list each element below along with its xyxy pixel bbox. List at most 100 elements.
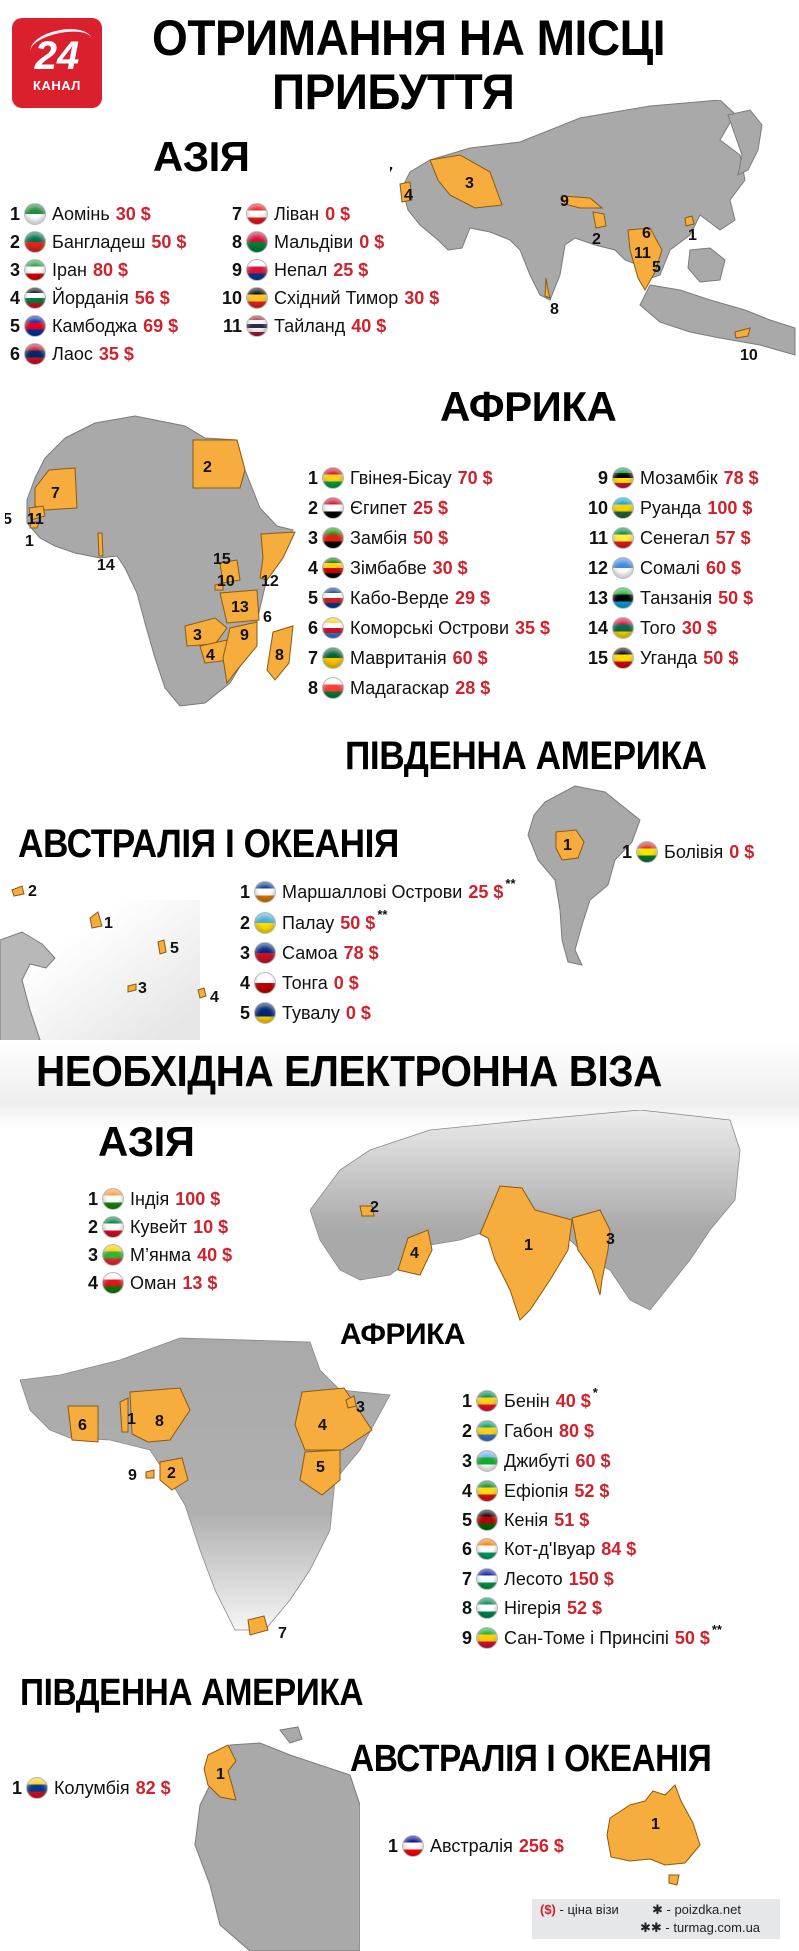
visa-price: 0 $ [729, 841, 755, 862]
page-title-line2: ПРИБУТТЯ [272, 64, 515, 120]
item-number: 5 [9, 315, 20, 336]
country-list-item: 1 Аомінь 30 $ [0, 200, 151, 228]
visa-price: 100 $ [707, 497, 753, 518]
section-heading-evisa: НЕОБХІДНА ЕЛЕКТРОННА ВІЗА [36, 1047, 662, 1096]
visa-price: 25 $ [468, 881, 504, 902]
map-label: 1 [127, 1411, 136, 1428]
flag-icon [102, 1188, 124, 1210]
country-list-item: 4 Оман 13 $ [78, 1269, 217, 1297]
country-list-item: 6 Кот-д'Івуар 84 $ [452, 1535, 636, 1563]
visa-price: 57 $ [715, 527, 751, 548]
south-america-evisa-map: 1 [194, 1726, 360, 1951]
country-name: Гвінея-Бісау [350, 467, 452, 488]
map-label: 1 [216, 1766, 225, 1783]
section-heading-evisa-oceania: АВСТРАЛІЯ І ОКЕАНІЯ [350, 1738, 712, 1780]
visa-price: 0 $ [345, 1002, 371, 1023]
country-list-item: 7 Мавританія 60 $ [298, 644, 488, 672]
flag-icon [322, 647, 344, 669]
item-number: 12 [588, 557, 609, 578]
section-heading-south-america: ПІВДЕННА АМЕРИКА [345, 734, 707, 778]
legend-source-2: ✱✱ - turmag.com.ua [640, 1920, 761, 1935]
visa-price: 51 $ [554, 1509, 590, 1530]
flag-icon [246, 231, 268, 253]
item-number: 10 [588, 497, 609, 518]
visa-price: 256 $ [518, 1835, 564, 1856]
flag-icon [102, 1272, 124, 1294]
country-name: Сенегал [640, 527, 710, 548]
country-name: Коморські Острови [350, 617, 510, 638]
country-list-item: 11 Тайланд 40 $ [222, 312, 386, 340]
item-number: 11 [588, 527, 608, 548]
flag-icon [476, 1390, 498, 1412]
asia-evisa-map: 1 2 3 4 [310, 1110, 741, 1321]
country-list-item: 1 Австралія 256 $ [378, 1832, 564, 1860]
map-label: 5 [652, 259, 661, 276]
map-label: 8 [275, 647, 284, 664]
oceania-arrival-map: 2 1 5 3 4 [0, 883, 219, 1050]
asia-arrival-map: 3 4 7 9 2 6 11 5 1 8 10 [390, 100, 796, 360]
visa-price: 52 $ [574, 1480, 610, 1501]
country-name: Палау [282, 912, 335, 933]
country-list-item: 11 Сенегал 57 $ [588, 524, 751, 552]
country-name: Уганда [640, 647, 698, 668]
map-label: 4 [318, 1417, 327, 1434]
map-label: 3 [606, 1231, 615, 1248]
legend-price: ($) - ціна візи [540, 1902, 619, 1917]
flag-icon [322, 497, 344, 519]
flag-icon [612, 647, 635, 669]
map-label: 3 [138, 980, 147, 997]
channel-24-logo: 24 КАНАЛ [12, 18, 102, 108]
visa-price: 13 $ [182, 1272, 218, 1293]
map-label: 2 [28, 883, 37, 900]
item-number: 4 [461, 1480, 472, 1501]
source-note: ** [711, 1621, 722, 1637]
country-list-item: 2 Кувейт 10 $ [78, 1213, 228, 1241]
source-note: ** [505, 875, 516, 891]
country-list-item: 7 Лесото 150 $ [452, 1565, 614, 1593]
item-number: 9 [231, 259, 242, 280]
item-number: 1 [461, 1390, 472, 1411]
visa-price: 40 $ [351, 315, 387, 336]
flag-icon [322, 557, 344, 579]
country-name: Кабо-Верде [350, 587, 449, 608]
country-name: Тонга [282, 972, 328, 993]
visa-price: 35 $ [98, 343, 134, 364]
flag-icon [24, 231, 46, 253]
item-number: 4 [239, 972, 250, 993]
item-number: 11 [222, 315, 242, 336]
country-name: Сомалі [640, 557, 700, 578]
flag-icon [322, 467, 344, 489]
legend-box: ($) - ціна візи ✱ - poizdka.net ✱✱ - tur… [532, 1899, 780, 1939]
visa-price: 0 $ [359, 231, 385, 252]
visa-price: 25 $ [412, 497, 449, 518]
visa-price: 28 $ [455, 677, 491, 698]
australia-evisa-map: 1 [606, 1784, 701, 1886]
item-number: 4 [87, 1272, 98, 1293]
visa-price: 60 $ [705, 557, 741, 578]
country-name: Зімбабве [350, 557, 427, 578]
country-name: Того [640, 617, 676, 638]
item-number: 9 [461, 1627, 472, 1648]
flag-icon [246, 259, 268, 281]
country-list-item: 4 Тонга 0 $ [230, 969, 359, 997]
country-name: Кувейт [130, 1216, 188, 1237]
flag-icon [254, 881, 276, 903]
country-list-item: 15 Уганда 50 $ [588, 644, 738, 672]
item-number: 1 [387, 1835, 398, 1856]
map-label: 13 [231, 599, 249, 616]
country-name: Кенія [504, 1509, 549, 1530]
visa-price: 80 $ [559, 1420, 595, 1441]
map-label: 4 [206, 647, 215, 664]
map-label: 11 [27, 511, 44, 528]
section-heading-evisa-asia: АЗІЯ [98, 1118, 195, 1165]
country-list-item: 5 Тувалу 0 $ [230, 999, 371, 1027]
flag-icon [24, 287, 46, 309]
country-name: Аомінь [52, 203, 110, 224]
map-label: 8 [550, 301, 559, 318]
country-name: Мальдіви [274, 231, 354, 252]
section-heading-asia: АЗІЯ [153, 133, 250, 180]
visa-price: 50 $ [703, 647, 739, 668]
country-name: Тайланд [274, 315, 346, 336]
item-number: 7 [461, 1568, 472, 1589]
item-number: 3 [239, 942, 250, 963]
